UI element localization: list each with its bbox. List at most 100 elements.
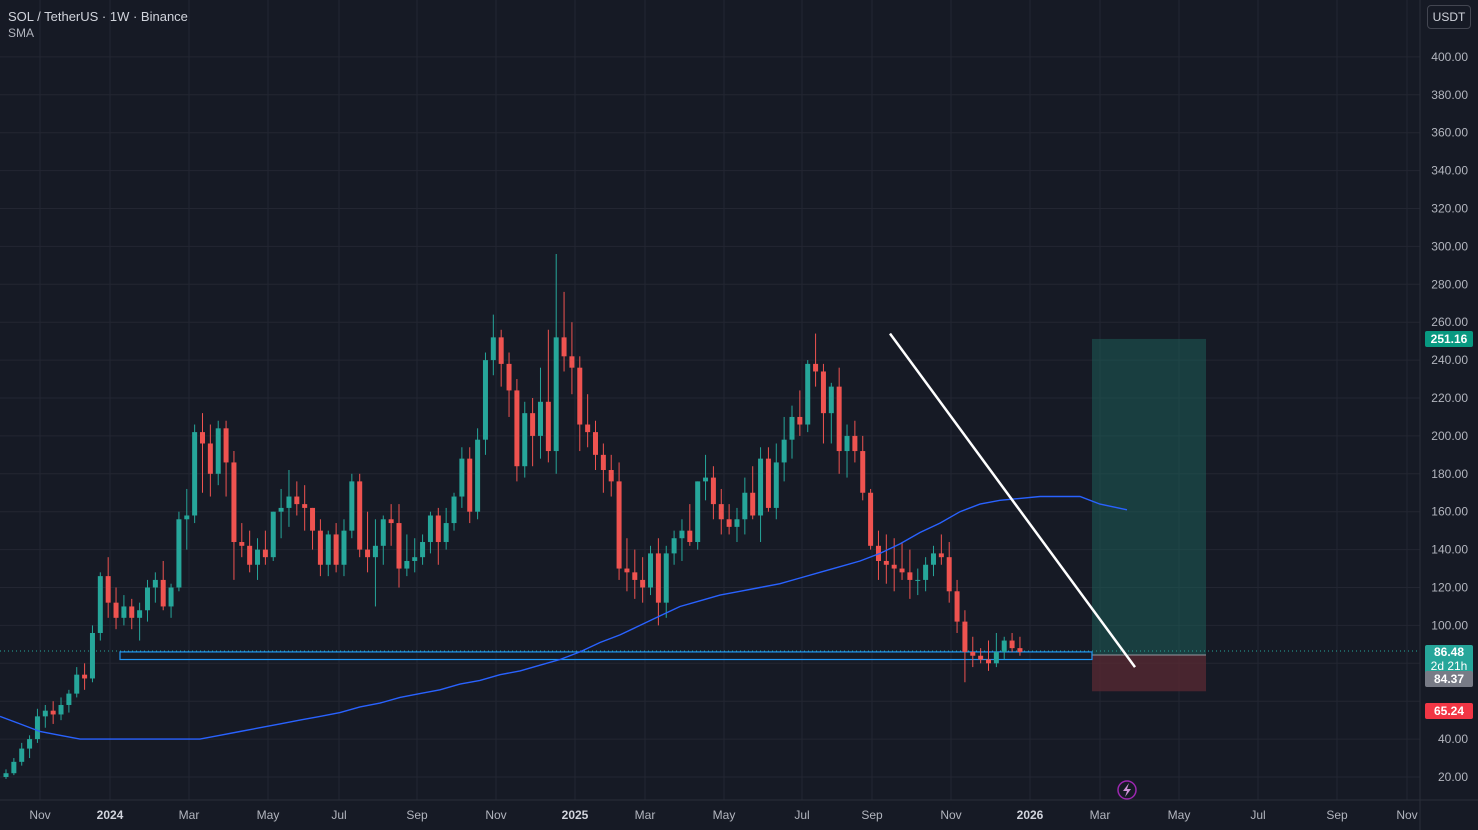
candle-body xyxy=(765,458,771,508)
currency-button[interactable]: USDT xyxy=(1427,5,1471,29)
candle-body xyxy=(844,435,850,452)
candle-body xyxy=(820,371,826,414)
price-tick-label: 320.00 xyxy=(1431,202,1468,216)
candle-body xyxy=(372,545,378,558)
time-tick-label: May xyxy=(257,808,280,822)
candle xyxy=(569,322,575,395)
candle-body xyxy=(176,519,182,588)
candle-body xyxy=(129,606,135,618)
candle-body xyxy=(687,530,693,543)
sma-line[interactable] xyxy=(0,495,1128,740)
candle xyxy=(616,462,622,580)
candle-body xyxy=(50,710,56,715)
candle xyxy=(828,382,834,444)
profit-zone[interactable] xyxy=(1092,338,1206,656)
time-tick-label: 2026 xyxy=(1017,808,1044,822)
candle-body xyxy=(813,363,819,372)
candle-body xyxy=(561,337,567,357)
candle xyxy=(577,356,583,452)
price-tick-label: 220.00 xyxy=(1431,391,1468,405)
support-rect[interactable] xyxy=(119,651,1093,661)
candle-body xyxy=(74,674,80,694)
candle xyxy=(836,367,842,474)
price-axis[interactable]: 20.00 40.00 100.00 120.00 140.00 160.00 180.00… xyxy=(1431,50,1468,784)
candle-body xyxy=(530,413,536,436)
candle-body xyxy=(891,564,897,569)
price-tick-label: 180.00 xyxy=(1431,467,1468,481)
target-price-tag: 251.16 xyxy=(1425,330,1473,347)
candle xyxy=(765,447,771,512)
time-axis[interactable]: Nov 2024 Mar May Jul Sep Nov 2025 Mar May Jul Sep No… xyxy=(29,808,1417,822)
candle-body xyxy=(648,553,654,588)
candle xyxy=(883,534,889,584)
candle-body xyxy=(577,367,583,425)
symbol-title[interactable]: SOL / TetherUS · 1W · Binance xyxy=(8,9,188,24)
candle xyxy=(168,583,174,618)
candle-body xyxy=(883,560,889,565)
candle xyxy=(380,515,386,565)
candle-body xyxy=(993,651,999,664)
candle xyxy=(58,697,64,721)
candle-body xyxy=(255,549,261,565)
candle xyxy=(176,511,182,592)
candle-body xyxy=(294,496,300,505)
candle-body xyxy=(467,458,473,512)
candle-body xyxy=(192,432,198,516)
candle xyxy=(286,470,292,527)
candle-body xyxy=(435,515,441,543)
candle-body xyxy=(954,591,960,622)
candle xyxy=(978,648,984,664)
candle xyxy=(663,545,669,618)
time-tick-label: Jul xyxy=(1250,808,1265,822)
candle-body xyxy=(247,545,253,565)
candle-body xyxy=(207,443,213,474)
candle xyxy=(74,667,80,698)
time-tick-label: May xyxy=(713,808,736,822)
candle-body xyxy=(152,579,158,588)
loss-zone[interactable] xyxy=(1092,655,1206,692)
time-tick-label: Jul xyxy=(331,808,346,822)
candle-body xyxy=(781,439,787,463)
candle-body xyxy=(482,360,488,440)
candle xyxy=(19,742,25,766)
candle-body xyxy=(899,568,905,573)
indicator-label[interactable]: SMA xyxy=(8,26,35,40)
candle-body xyxy=(514,390,520,467)
candle xyxy=(561,291,567,372)
candle-body xyxy=(695,481,701,543)
candle-body xyxy=(380,519,386,546)
sma-polyline[interactable] xyxy=(0,495,1128,740)
candle-body xyxy=(624,568,630,573)
trendline[interactable] xyxy=(888,332,1137,668)
candle-body xyxy=(593,432,598,455)
candle xyxy=(655,538,661,626)
candle xyxy=(734,507,740,543)
candle-body xyxy=(986,659,991,664)
candle-body xyxy=(262,549,268,558)
candle xyxy=(938,534,944,565)
candle xyxy=(962,610,968,683)
candle-body xyxy=(907,572,913,580)
legend[interactable]: SOL / TetherUS · 1W · Binance SMA xyxy=(8,8,188,42)
candle xyxy=(553,253,559,474)
price-tick-label: 380.00 xyxy=(1431,88,1468,102)
candle xyxy=(537,367,543,459)
position-zones[interactable] xyxy=(0,338,1420,692)
candle-body xyxy=(325,534,331,565)
candle-body xyxy=(750,492,756,516)
candle-body xyxy=(860,451,866,493)
lightning-icon[interactable] xyxy=(1117,780,1137,800)
candle-body xyxy=(742,492,748,520)
candle-body xyxy=(349,481,355,531)
trendline-line[interactable] xyxy=(888,332,1137,668)
candle xyxy=(66,689,72,713)
time-tick-label: Sep xyxy=(861,808,883,822)
candle-body xyxy=(930,553,936,565)
candle xyxy=(82,663,88,690)
support-box[interactable] xyxy=(119,651,1093,661)
candle-body xyxy=(459,458,465,497)
candle-body xyxy=(184,515,190,520)
time-tick-label: Mar xyxy=(179,808,200,822)
